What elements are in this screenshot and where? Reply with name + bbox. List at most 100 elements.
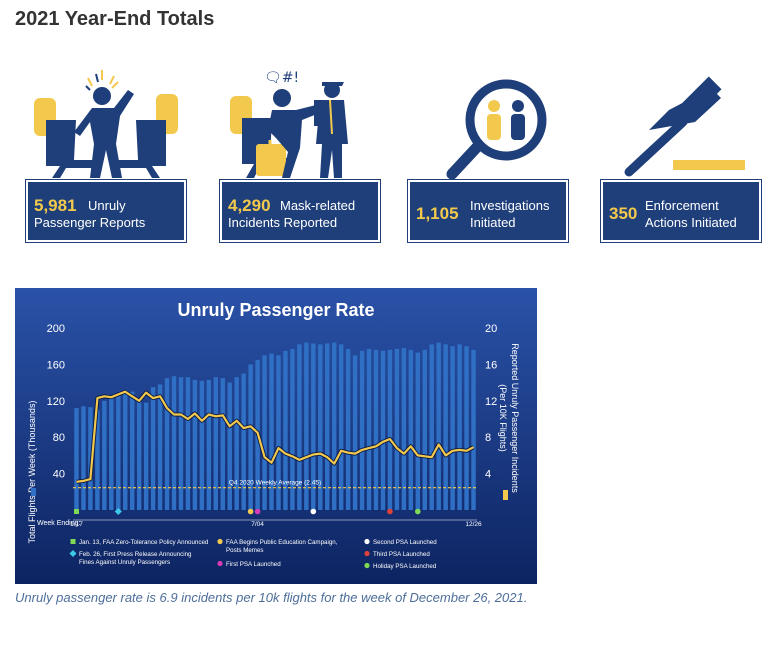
legend-swatch bbox=[69, 549, 77, 558]
stat-box: 350 Enforcement Actions Initiated bbox=[601, 180, 761, 242]
week-ending-label: Week Ending: bbox=[37, 520, 81, 527]
y-right-tick-label: 8 bbox=[485, 432, 491, 444]
flights-bar bbox=[102, 400, 107, 510]
flights-bar bbox=[276, 355, 281, 510]
flights-bar bbox=[227, 382, 232, 510]
x-tick-label: 7/04 bbox=[251, 521, 264, 528]
flights-bar bbox=[171, 376, 177, 510]
flights-bar bbox=[408, 349, 414, 510]
flights-bar bbox=[380, 350, 386, 510]
flights-bar bbox=[394, 348, 400, 510]
flights-bar bbox=[450, 346, 455, 510]
flights-bar bbox=[116, 393, 121, 510]
flights-bar bbox=[199, 380, 205, 510]
y-left-tick-label: 80 bbox=[53, 432, 65, 444]
stat-label-line2: Actions Initiated bbox=[645, 215, 737, 230]
flights-bar bbox=[136, 400, 142, 510]
flights-bar bbox=[283, 350, 288, 510]
chart-canvas: Unruly Passenger Rate 200 160 120 80 40 20 16 1… bbox=[15, 288, 537, 584]
stat-number: 1,105 bbox=[416, 204, 459, 223]
incident-rate-line bbox=[76, 390, 475, 483]
chart-background bbox=[15, 288, 537, 584]
stat-label-line2: Initiated bbox=[470, 215, 516, 230]
mask-incident-icon: 🗨#! bbox=[230, 70, 348, 178]
flights-bar bbox=[401, 348, 407, 510]
legend-label: Third PSA Launched bbox=[373, 551, 430, 558]
flights-bar bbox=[241, 373, 246, 510]
legend-label: FAA Begins Public Education Campaign, Pos… bbox=[226, 539, 338, 554]
y-left-tick-label: 200 bbox=[47, 323, 65, 335]
flights-bar bbox=[471, 349, 476, 510]
flights-bar bbox=[150, 387, 156, 510]
average-label: Q4 2020 Weekly Average (2.45) bbox=[229, 480, 321, 487]
stat-label-line1: Unruly bbox=[88, 198, 126, 213]
event-marker bbox=[254, 508, 261, 515]
flights-bar bbox=[331, 342, 337, 510]
flights-bar bbox=[436, 342, 441, 510]
flights-bar bbox=[74, 408, 79, 510]
right-axis-series-swatch bbox=[503, 490, 508, 500]
legend-swatch bbox=[364, 550, 370, 557]
y-right-tick-label: 4 bbox=[485, 469, 491, 481]
stat-label-line2: Incidents Reported bbox=[228, 215, 338, 230]
y-right-tick-label: 12 bbox=[485, 396, 497, 408]
flights-bar bbox=[234, 377, 239, 510]
event-marker bbox=[310, 508, 317, 515]
svg-text:🗨#!: 🗨#! bbox=[264, 70, 299, 86]
flights-bar bbox=[143, 402, 149, 510]
unruly-passenger-icon bbox=[34, 70, 178, 178]
stat-card-enforcement: 350 Enforcement Actions Initiated bbox=[591, 60, 768, 250]
flights-bar bbox=[220, 378, 225, 510]
flights-bar bbox=[359, 350, 365, 510]
flights-bar bbox=[318, 344, 323, 510]
stat-box: 5,981 Unruly Passenger Reports bbox=[26, 180, 186, 242]
x-tick-label: 1/17 bbox=[70, 521, 83, 528]
flights-bar bbox=[262, 355, 267, 510]
flights-bar bbox=[248, 364, 253, 510]
y-left-tick-label: 40 bbox=[53, 469, 65, 481]
flights-bar bbox=[373, 349, 379, 510]
stat-card-investigations: 1,105 Investigations Initiated bbox=[398, 60, 596, 250]
event-marker bbox=[387, 508, 393, 515]
flights-bar bbox=[164, 378, 170, 510]
flights-bar bbox=[387, 349, 393, 510]
stat-label-line2: Passenger Reports bbox=[34, 215, 146, 230]
y-left-tick-label: 120 bbox=[47, 396, 65, 408]
stat-label-line1: Mask-related bbox=[280, 198, 356, 213]
flights-bar bbox=[81, 406, 86, 510]
flights-bar bbox=[464, 346, 469, 510]
legend-label: Holiday PSA Launched bbox=[373, 563, 437, 570]
left-axis-series-swatch bbox=[31, 488, 36, 496]
flights-bar bbox=[443, 344, 448, 510]
legend-label: First PSA Launched bbox=[226, 561, 281, 568]
legend-swatch bbox=[217, 538, 223, 545]
stat-label-line1: Enforcement bbox=[645, 198, 719, 213]
flights-bar bbox=[422, 349, 427, 510]
flights-bar bbox=[415, 352, 421, 510]
page-title: 2021 Year-End Totals bbox=[15, 8, 215, 30]
stat-box: 1,105 Investigations Initiated bbox=[408, 180, 568, 242]
flights-bar bbox=[192, 379, 198, 510]
event-marker bbox=[414, 508, 421, 515]
y-right-tick-label: 16 bbox=[485, 359, 497, 371]
flights-bar bbox=[129, 391, 135, 510]
legend-label: Feb. 26, First Press Release Announcing F… bbox=[79, 551, 192, 566]
flights-bar bbox=[290, 348, 295, 510]
flights-bar bbox=[366, 348, 372, 510]
legend-swatch bbox=[364, 538, 370, 545]
flights-bar bbox=[206, 379, 212, 510]
y-axis-left-label: Total Flights Per Week (Thousands) bbox=[27, 401, 37, 544]
flights-bar bbox=[269, 353, 274, 510]
flights-bar bbox=[304, 342, 309, 510]
stat-label-line1: Investigations bbox=[470, 198, 550, 213]
flights-bar bbox=[429, 344, 434, 510]
flights-bar bbox=[352, 355, 358, 510]
flights-bar bbox=[178, 377, 184, 510]
flights-bar bbox=[213, 377, 219, 510]
flights-bar bbox=[95, 409, 100, 510]
flights-bar bbox=[109, 396, 114, 510]
x-tick-label: 12/26 bbox=[465, 521, 482, 528]
legend-swatch bbox=[217, 560, 223, 567]
flights-bar bbox=[297, 344, 302, 510]
flights-bar bbox=[311, 343, 316, 510]
